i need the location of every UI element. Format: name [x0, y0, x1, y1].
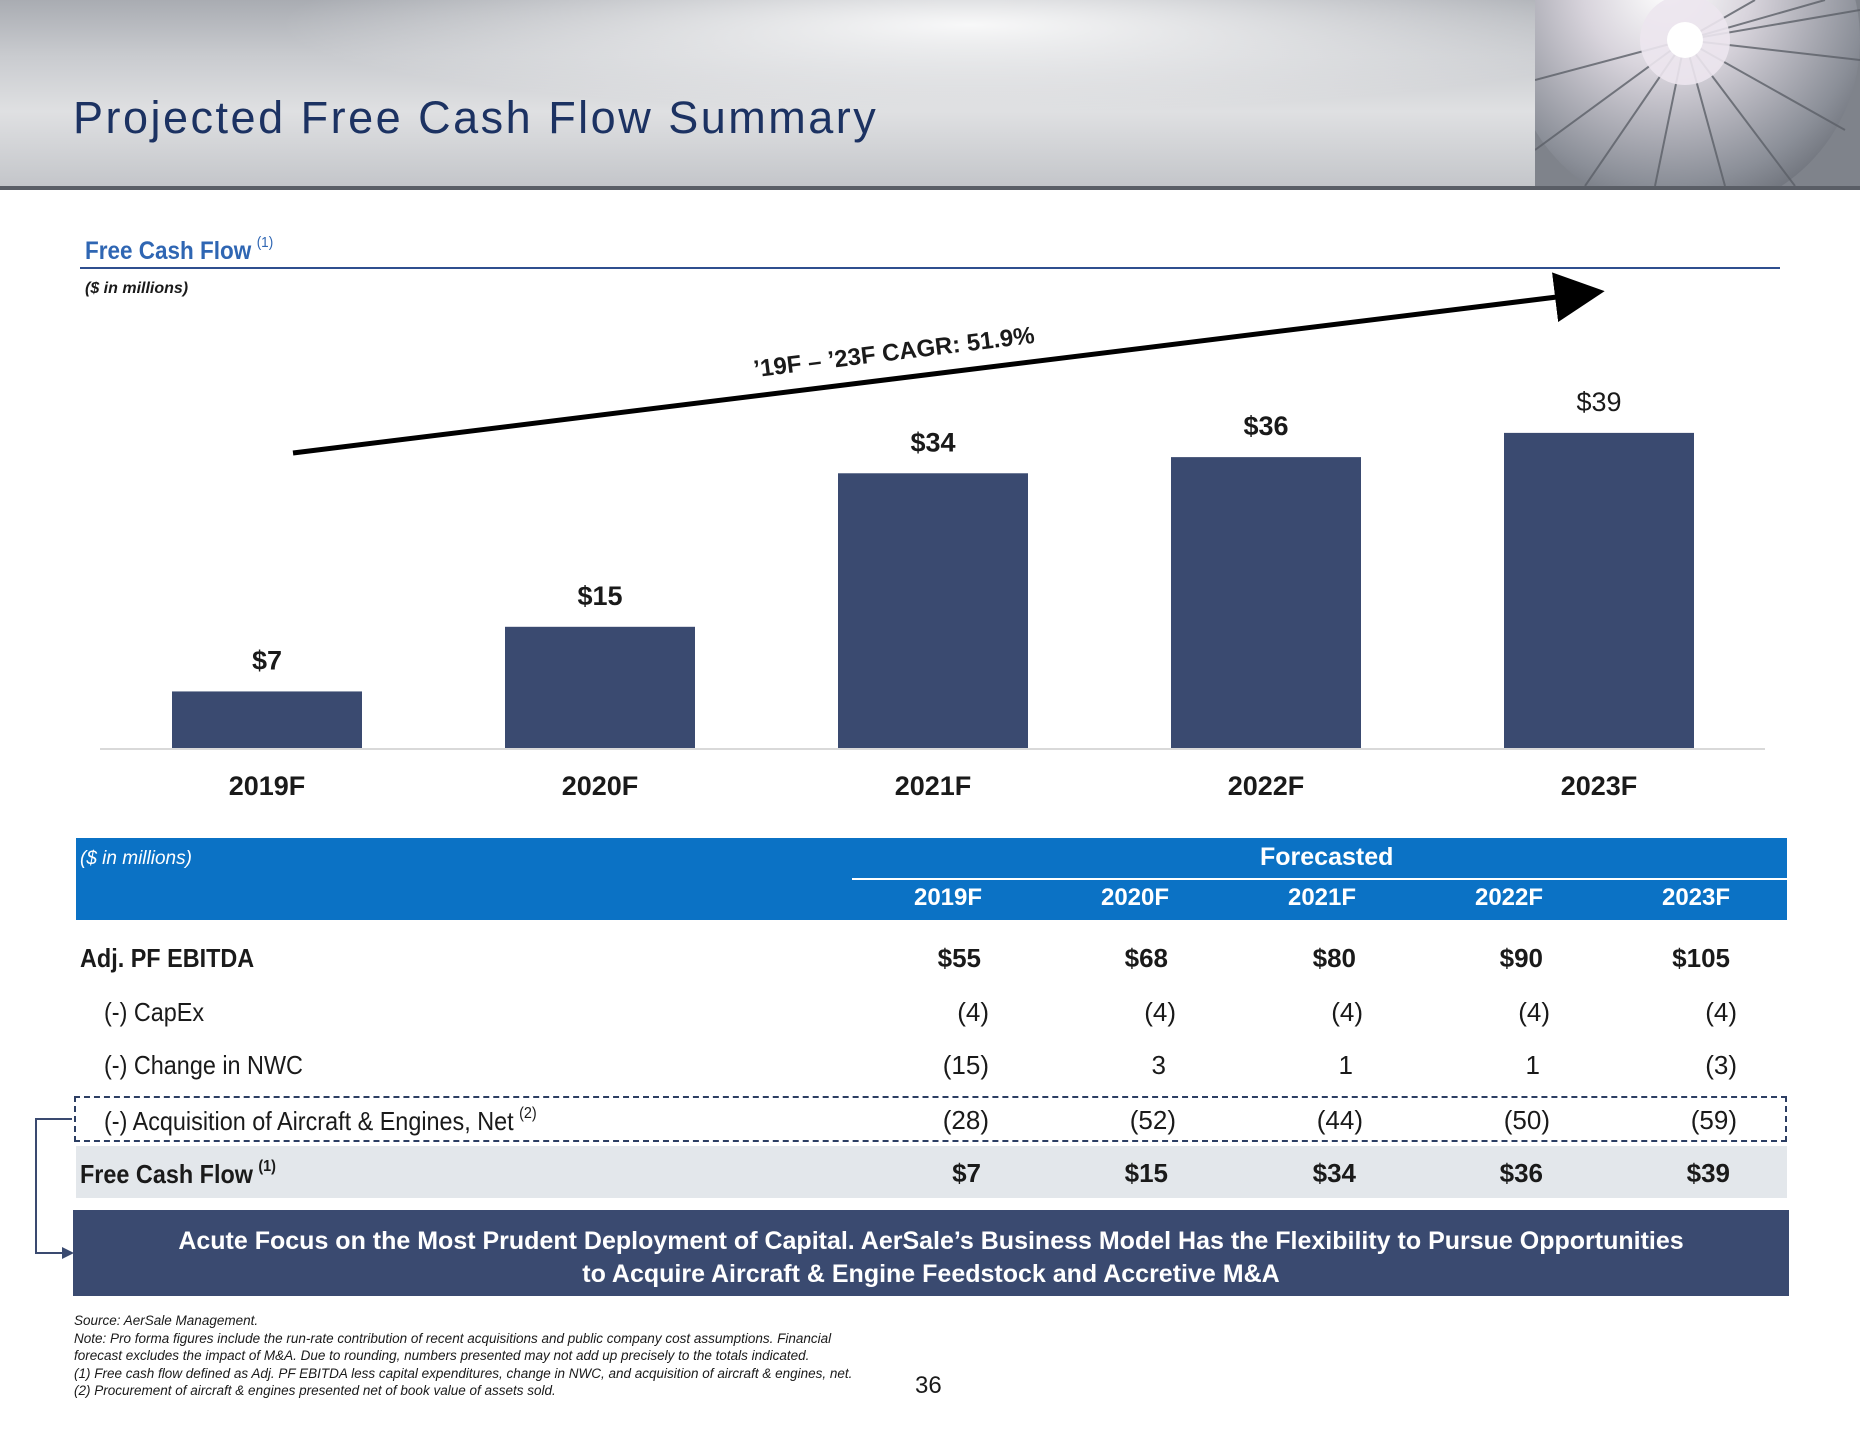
table-cell: (4): [957, 997, 989, 1027]
table-cell: 3: [1151, 1050, 1166, 1080]
footnote-note-line-1: Note: Pro forma figures include the run-…: [74, 1330, 832, 1346]
forecasted-header: Forecasted: [1260, 843, 1394, 871]
data-label-2019F: $7: [252, 645, 282, 675]
table-cell: (4): [1331, 997, 1363, 1027]
section-title: Free Cash Flow (1): [85, 234, 273, 266]
row-label-text: Adj. PF EBITDA: [80, 943, 255, 973]
category-label-2021F: 2021F: [895, 771, 972, 801]
table-cell: (44): [1316, 1105, 1363, 1135]
table-cell: $34: [1312, 1158, 1356, 1188]
table-cell: $15: [1124, 1158, 1168, 1188]
banner-line-1: Acute Focus on the Most Prudent Deployme…: [178, 1227, 1684, 1255]
header-glow: [220, 0, 1720, 120]
table-cell: (52): [1129, 1105, 1176, 1135]
section-title-note: (1): [256, 234, 274, 251]
bar-2020F: [505, 626, 695, 748]
table-cell: $55: [937, 943, 981, 973]
row-label-free-cash-flow: Free Cash Flow (1): [80, 1158, 276, 1190]
row-label-capex: (-) CapEx: [104, 997, 204, 1028]
table-cell: (15): [942, 1050, 989, 1080]
footnote-2: (2) Procurement of aircraft & engines pr…: [74, 1383, 556, 1398]
table-cell: $80: [1312, 943, 1356, 973]
row-label-acquisition: (-) Acquisition of Aircraft & Engines, N…: [104, 1105, 537, 1137]
bar-2019F: [172, 691, 362, 748]
category-label-2023F: 2023F: [1561, 771, 1638, 801]
acquisition-row-highlight: [74, 1096, 1787, 1142]
table-cell: (4): [1705, 997, 1737, 1027]
category-label-2022F: 2022F: [1228, 771, 1305, 801]
cagr-annotation: ’19F – ’23F CAGR: 51.9%: [752, 322, 1036, 383]
table-cell: $36: [1499, 1158, 1543, 1188]
acquisition-to-banner-connector: [35, 1118, 74, 1259]
row-label-note: (2): [519, 1105, 537, 1122]
category-label-2020F: 2020F: [562, 771, 639, 801]
chart-units-note: ($ in millions): [85, 280, 189, 297]
key-message-banner: Acute Focus on the Most Prudent Deployme…: [73, 1210, 1789, 1296]
footnote-note-line-2: forecast excludes the impact of M&A. Due…: [74, 1348, 810, 1363]
footnote-source: Source: AerSale Management.: [74, 1313, 259, 1328]
data-label-2023F: $39: [1576, 387, 1621, 417]
bar-2021F: [838, 473, 1028, 748]
header-banner: Projected Free Cash Flow Summary: [0, 0, 1860, 190]
column-header: 2020F: [1100, 884, 1170, 911]
table-cell: (4): [1518, 997, 1550, 1027]
bar-2023F: [1504, 432, 1694, 748]
jet-engine-image: [1535, 0, 1860, 186]
table-cell: (4): [1144, 997, 1176, 1027]
category-label-2019F: 2019F: [229, 771, 306, 801]
table-cell: $7: [952, 1158, 981, 1188]
table-units-note: ($ in millions): [80, 848, 192, 869]
table-cell: $105: [1672, 943, 1730, 973]
data-label-2020F: $15: [577, 581, 622, 611]
table-cell: 1: [1525, 1050, 1540, 1080]
row-label-adj-pf-ebitda: Adj. PF EBITDA: [80, 943, 254, 974]
footnote-1: (1) Free cash flow defined as Adj. PF EB…: [74, 1365, 853, 1381]
row-label-text: (-) CapEx: [104, 997, 205, 1027]
free-cash-flow-bar-chart: $72019F$152020F$342021F$362022F$392023F …: [100, 272, 1765, 801]
table-cell: (3): [1705, 1050, 1737, 1080]
row-label-text: Free Cash Flow: [80, 1159, 253, 1189]
row-label-note: (1): [258, 1158, 276, 1175]
cagr-arrow: [292, 272, 1605, 456]
bar-2022F: [1171, 457, 1361, 748]
free-cash-flow-row-band: [76, 1146, 1787, 1198]
table-cell: (50): [1503, 1105, 1550, 1135]
table-cell: (59): [1690, 1105, 1737, 1135]
page-number: 36: [915, 1372, 942, 1399]
table-cell: $39: [1686, 1158, 1730, 1188]
section-title-text: Free Cash Flow: [85, 237, 252, 265]
footnotes: Source: AerSale Management. Note: Pro fo…: [74, 1312, 852, 1400]
banner-line-2: to Acquire Aircraft & Engine Feedstock a…: [582, 1260, 1280, 1288]
page-title: Projected Free Cash Flow Summary: [73, 92, 879, 143]
column-header: 2019F: [913, 884, 983, 911]
forecasted-rule: [852, 878, 1787, 880]
data-label-2022F: $36: [1243, 411, 1288, 441]
table-cell: $90: [1499, 943, 1543, 973]
column-header: 2021F: [1287, 884, 1357, 911]
column-header: 2022F: [1474, 884, 1544, 911]
column-header: 2023F: [1661, 884, 1731, 911]
row-label-change-in-nwc: (-) Change in NWC: [104, 1050, 303, 1081]
row-label-text: (-) Change in NWC: [104, 1050, 303, 1080]
table-cell: (28): [942, 1105, 989, 1135]
row-label-text: (-) Acquisition of Aircraft & Engines, N…: [104, 1106, 514, 1136]
table-cell: 1: [1338, 1050, 1353, 1080]
data-label-2021F: $34: [910, 427, 955, 457]
section-rule: [80, 267, 1780, 269]
table-cell: $68: [1124, 943, 1168, 973]
